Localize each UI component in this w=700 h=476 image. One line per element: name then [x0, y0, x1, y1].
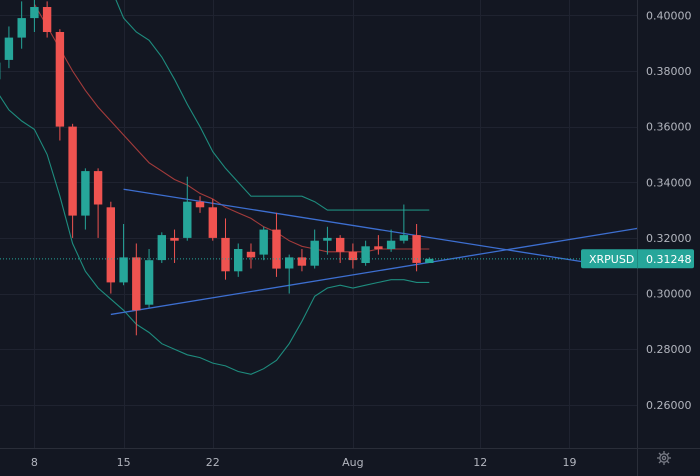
candle — [323, 226, 332, 255]
candle — [106, 201, 115, 294]
candle — [336, 235, 345, 263]
candle-body — [208, 207, 217, 238]
candle-body — [183, 201, 192, 238]
candle — [399, 204, 409, 244]
candle-body — [386, 240, 396, 249]
symbol-label: XRPUSD — [589, 253, 634, 266]
candle-body — [246, 251, 256, 258]
candle — [68, 123, 77, 238]
candle-body — [119, 257, 128, 283]
candle-body — [55, 32, 65, 127]
price-axis[interactable]: 0.40000 0.38000 0.36000 0.34000 0.32000 0.300… — [637, 0, 692, 476]
candle — [144, 249, 154, 308]
candle-body — [323, 237, 332, 241]
y-tick-label: 0.30000 — [646, 288, 692, 301]
candle — [412, 224, 421, 272]
candle-body — [336, 237, 345, 252]
candle-body — [425, 258, 434, 263]
candle — [30, 0, 39, 32]
candle-body — [259, 229, 268, 255]
candle — [81, 168, 90, 230]
candle — [348, 243, 358, 269]
y-tick-label: 0.34000 — [646, 176, 692, 189]
candle — [285, 254, 294, 294]
candle-body — [81, 171, 90, 216]
candle-body — [157, 235, 166, 261]
candle — [259, 226, 268, 261]
gear-icon — [657, 451, 671, 465]
lower-band-line — [0, 95, 430, 375]
last-price-value: 0.31248 — [646, 253, 692, 266]
candle-body — [310, 240, 319, 266]
candle-body — [106, 207, 115, 283]
candle — [42, 1, 52, 38]
candle-body — [68, 126, 77, 216]
candle — [246, 243, 256, 269]
candle — [157, 232, 166, 263]
time-axis[interactable]: 8 15 22 Aug 12 19 — [0, 448, 700, 470]
candle-body — [30, 7, 39, 19]
candle — [132, 243, 141, 336]
candle-body — [348, 251, 358, 261]
price-label-divider — [637, 249, 638, 269]
lower-trendline[interactable] — [110, 227, 638, 316]
candle — [310, 229, 319, 269]
candle-body — [195, 201, 205, 208]
y-tick-label: 0.38000 — [646, 65, 692, 78]
candles — [0, 0, 434, 336]
candle-body — [93, 171, 103, 205]
candle — [234, 243, 243, 277]
candle-body — [4, 37, 14, 60]
candle — [386, 229, 396, 252]
y-tick-label: 0.40000 — [646, 9, 692, 22]
candle-body — [272, 229, 281, 269]
upper-band-line — [115, 0, 430, 211]
candle-body — [399, 235, 409, 241]
candle-body — [285, 257, 294, 269]
candle-body — [412, 235, 421, 263]
candle-body — [361, 246, 370, 263]
candle — [17, 1, 26, 49]
candle — [361, 240, 370, 266]
candle — [183, 176, 192, 241]
candle-body — [144, 260, 154, 305]
candle — [374, 235, 383, 255]
candle-body — [42, 7, 52, 32]
candle — [119, 224, 128, 286]
candle — [170, 229, 179, 263]
candle-body — [132, 257, 141, 311]
candle — [195, 196, 205, 213]
candle — [272, 212, 281, 277]
settings-button[interactable] — [657, 451, 671, 465]
candle — [93, 168, 103, 238]
candle-body — [170, 237, 179, 241]
x-tick-label: 19 — [563, 456, 577, 469]
price-label: XRPUSD 0.31248 — [581, 249, 694, 269]
y-tick-label: 0.28000 — [646, 343, 692, 356]
candle-body — [234, 249, 243, 272]
candle-body — [374, 246, 383, 250]
candle — [4, 26, 14, 69]
candle — [208, 198, 217, 241]
x-tick-label: Aug — [342, 456, 363, 469]
x-tick-label: 15 — [117, 456, 131, 469]
candle — [297, 249, 307, 272]
y-tick-label: 0.26000 — [646, 399, 692, 412]
candle — [425, 257, 434, 263]
candle-body — [297, 257, 307, 266]
candle — [55, 29, 65, 141]
x-tick-label: 12 — [473, 456, 487, 469]
candle-body — [221, 237, 230, 272]
x-tick-label: 22 — [206, 456, 220, 469]
y-tick-label: 0.32000 — [646, 232, 692, 245]
x-tick-label: 8 — [31, 456, 38, 469]
candle — [221, 218, 230, 280]
candle-body — [17, 18, 26, 38]
y-tick-label: 0.36000 — [646, 121, 692, 134]
